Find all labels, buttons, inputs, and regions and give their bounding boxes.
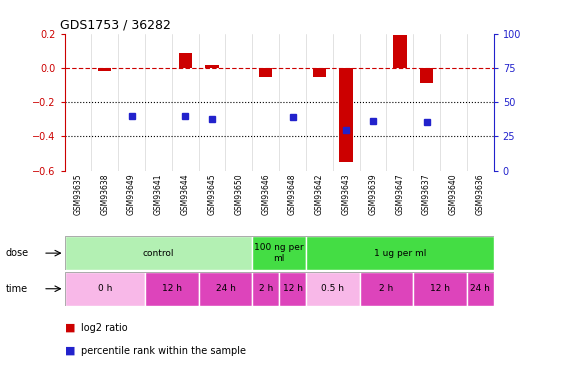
Bar	[98, 68, 112, 71]
Text: dose: dose	[6, 248, 29, 258]
Bar	[420, 68, 433, 83]
Bar	[205, 64, 219, 68]
Bar	[252, 272, 279, 306]
Bar	[279, 272, 306, 306]
Bar	[467, 272, 494, 306]
Bar	[259, 68, 273, 76]
Bar	[145, 272, 199, 306]
Text: log2 ratio: log2 ratio	[81, 323, 128, 333]
Text: ■: ■	[65, 323, 75, 333]
Text: 12 h: 12 h	[430, 284, 450, 293]
Bar	[360, 272, 413, 306]
Bar	[306, 272, 360, 306]
Bar	[413, 272, 467, 306]
Text: ■: ■	[65, 346, 75, 355]
Bar	[199, 272, 252, 306]
Text: 0.5 h: 0.5 h	[321, 284, 344, 293]
Bar	[339, 68, 353, 162]
Bar	[65, 236, 252, 270]
Text: 12 h: 12 h	[162, 284, 182, 293]
Text: percentile rank within the sample: percentile rank within the sample	[81, 346, 246, 355]
Text: GDS1753 / 36282: GDS1753 / 36282	[60, 18, 171, 31]
Text: 100 ng per
ml: 100 ng per ml	[254, 243, 304, 263]
Text: time: time	[6, 284, 27, 294]
Text: 24 h: 24 h	[215, 284, 236, 293]
Text: 0 h: 0 h	[98, 284, 112, 293]
Bar	[312, 68, 326, 76]
Bar	[393, 36, 407, 68]
Bar	[178, 53, 192, 68]
Text: 24 h: 24 h	[470, 284, 490, 293]
Bar	[306, 236, 494, 270]
Bar	[65, 272, 145, 306]
Text: control: control	[142, 249, 174, 258]
Text: 12 h: 12 h	[283, 284, 302, 293]
Bar	[252, 236, 306, 270]
Text: 2 h: 2 h	[259, 284, 273, 293]
Text: 2 h: 2 h	[379, 284, 393, 293]
Text: 1 ug per ml: 1 ug per ml	[374, 249, 426, 258]
